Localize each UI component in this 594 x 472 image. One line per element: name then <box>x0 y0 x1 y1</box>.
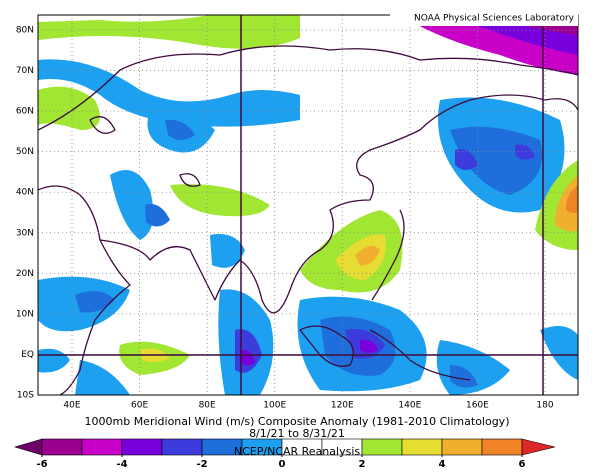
colorbar-high-end <box>521 438 556 456</box>
colorbar-tick-label: -4 <box>116 459 127 470</box>
lat-label: 20N <box>16 269 34 279</box>
colorbar: -6 -4 -2 0 2 4 6 <box>13 438 556 470</box>
colorbar-low-end <box>13 438 43 456</box>
lat-label: 60N <box>16 107 34 117</box>
colorbar-swatch <box>361 438 403 456</box>
colorbar-tick-label: 0 <box>279 459 286 470</box>
lat-label: EQ <box>21 350 34 360</box>
colorbar-swatch <box>481 438 523 456</box>
lat-label: 30N <box>16 228 34 238</box>
colorbar-swatch <box>441 438 483 456</box>
lat-label: 50N <box>16 147 34 157</box>
lon-label: 80E <box>199 401 216 411</box>
coastlines <box>37 45 579 396</box>
lat-label: 10S <box>17 391 34 401</box>
caption-title: 1000mb Meridional Wind (m/s) Composite A… <box>85 415 510 428</box>
anomaly-shading <box>38 15 578 395</box>
colorbar-swatch <box>401 438 443 456</box>
colorbar-tick-label: -6 <box>36 459 47 470</box>
credit-box <box>390 10 578 26</box>
lon-label: 60E <box>131 401 148 411</box>
lat-label: 40N <box>16 188 34 198</box>
lat-label: 10N <box>16 309 34 319</box>
lon-label: 100E <box>263 401 286 411</box>
graticule <box>38 15 578 396</box>
lat-label: 70N <box>16 66 34 76</box>
colorbar-swatch <box>121 438 163 456</box>
map-frame <box>37 14 579 396</box>
colorbar-swatch <box>81 438 123 456</box>
lon-label: 180 <box>536 401 553 411</box>
colorbar-tick-label: 4 <box>439 459 446 470</box>
lat-label: 80N <box>16 26 34 36</box>
colorbar-swatch <box>161 438 203 456</box>
credit: NOAA Physical Sciences Laboratory <box>414 14 575 24</box>
caption-source: NCEP/NCAR Reanalysis <box>234 445 360 458</box>
colorbar-tick-label: -2 <box>196 459 207 470</box>
lon-label: 120E <box>331 401 354 411</box>
map: NOAA Physical Sciences Laboratory <box>37 10 579 396</box>
lon-label: 140E <box>398 401 421 411</box>
caption-dates: 8/1/21 to 8/31/21 <box>249 427 345 440</box>
lon-label: 40E <box>63 401 80 411</box>
colorbar-swatch <box>41 438 83 456</box>
colorbar-tick-label: 2 <box>359 459 366 470</box>
colorbar-tick-label: 6 <box>519 459 526 470</box>
lon-label: 160E <box>466 401 489 411</box>
